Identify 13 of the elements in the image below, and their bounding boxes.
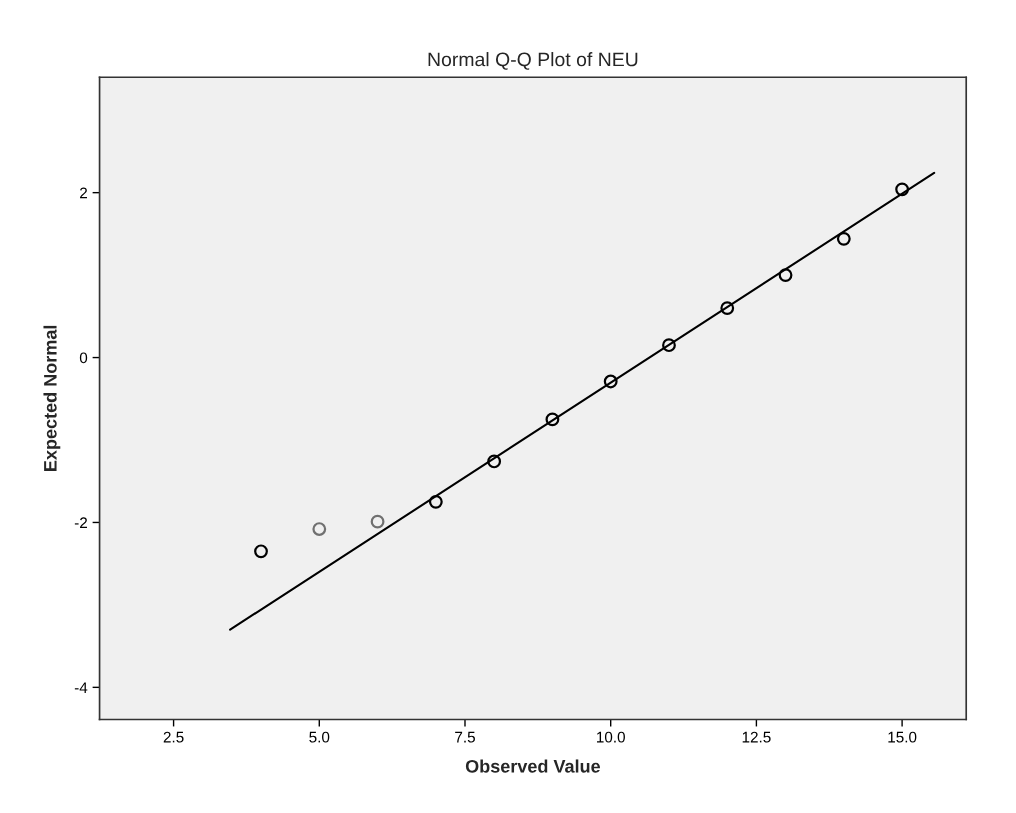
x-tick-label: 7.5 — [455, 731, 475, 743]
x-tick-label: 2.5 — [163, 731, 184, 743]
y-tick-label: -4 — [74, 682, 88, 693]
x-axis-title: Observed Value — [465, 759, 601, 773]
y-axis-title: Expected Normal — [43, 325, 61, 471]
x-tick-label: 5.0 — [309, 731, 330, 743]
chart-title: Normal Q-Q Plot of NEU — [428, 52, 638, 70]
y-tick-label: 2 — [80, 187, 87, 199]
x-tick-label: 15.0 — [888, 731, 917, 743]
y-tick-label: 0 — [79, 352, 88, 364]
x-tick-label: 10.0 — [597, 731, 625, 743]
y-tick-label: -2 — [74, 517, 87, 528]
x-tick-label: 12.5 — [742, 731, 771, 743]
